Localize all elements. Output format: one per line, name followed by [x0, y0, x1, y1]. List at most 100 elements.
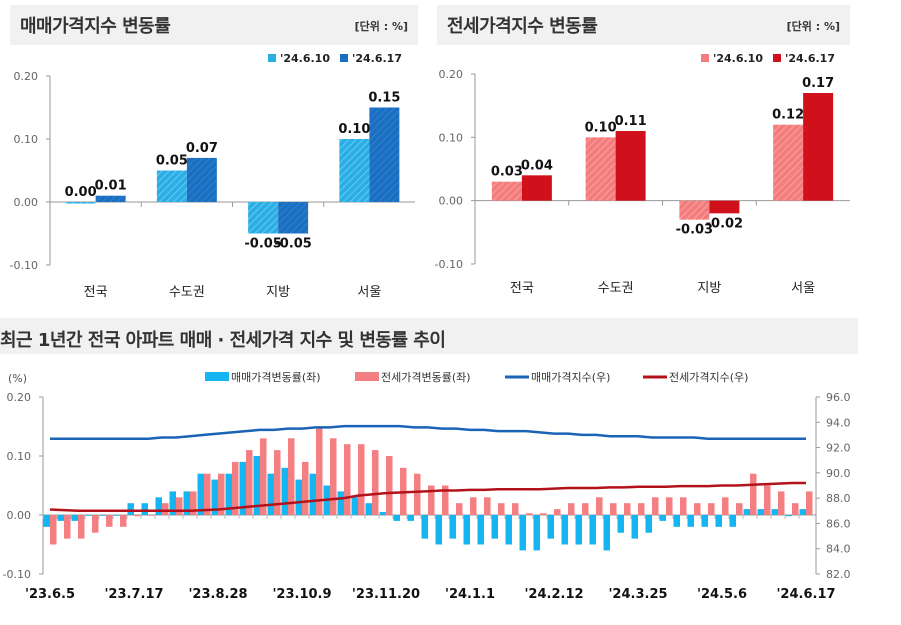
- trend-bar-jeonse-rate: [50, 515, 57, 545]
- jeonse-bar-prev: [773, 124, 804, 201]
- jeonse-bar-curr: [615, 131, 646, 201]
- trend-bar-jeonse-rate: [106, 515, 113, 527]
- sale-data-label: 0.05: [156, 154, 188, 169]
- jeonse-y-tick-label: -0.10: [435, 258, 463, 271]
- trend-bar-jeonse-rate: [778, 491, 785, 515]
- trend-legend-label: 전세가격변동률(좌): [381, 371, 471, 384]
- jeonse-bar-prev: [491, 181, 522, 201]
- jeonse-legend-label: '24.6.17: [785, 52, 835, 65]
- trend-bar-jeonse-rate: [708, 503, 715, 515]
- jeonse-y-tick-label: 0.00: [439, 195, 464, 208]
- trend-bar-jeonse-rate: [498, 503, 505, 515]
- trend-bar-sale-rate: [687, 515, 694, 527]
- trend-legend-swatch: [205, 372, 229, 381]
- trend-bar-sale-rate: [225, 473, 232, 515]
- trend-right-tick-label: 96.0: [826, 391, 851, 404]
- trend-bar-jeonse-rate: [680, 497, 687, 515]
- sale-category-label: 지방: [266, 285, 290, 300]
- trend-x-tick-label: '24.1.1: [445, 587, 495, 602]
- trend-bar-sale-rate: [379, 512, 386, 515]
- trend-bar-jeonse-rate: [666, 497, 673, 515]
- sale-data-label: 0.00: [65, 185, 97, 200]
- jeonse-bar-curr: [521, 175, 552, 201]
- trend-bar-jeonse-rate: [484, 497, 491, 515]
- trend-line-sale-index: [50, 424, 806, 440]
- trend-bar-jeonse-rate: [148, 515, 155, 516]
- sale-category-label: 수도권: [169, 285, 205, 300]
- sale-data-label: 0.15: [368, 91, 400, 106]
- trend-bar-sale-rate: [309, 473, 316, 515]
- jeonse-bar-prev: [585, 137, 616, 201]
- jeonse-data-label: 0.04: [521, 158, 553, 173]
- trend-left-tick-label: 0.00: [7, 509, 32, 522]
- trend-bar-jeonse-rate: [204, 473, 211, 515]
- trend-bar-sale-rate: [169, 491, 176, 515]
- trend-bar-sale-rate: [71, 515, 78, 521]
- trend-bar-jeonse-rate: [638, 503, 645, 515]
- trend-x-tick-label: '24.6.17: [776, 587, 835, 602]
- trend-bar-sale-rate: [239, 461, 246, 515]
- trend-bar-sale-rate: [197, 473, 204, 515]
- trend-bar-sale-rate: [757, 509, 764, 515]
- trend-bar-jeonse-rate: [78, 515, 85, 539]
- trend-legend-label: 매매가격변동률(좌): [231, 371, 321, 384]
- sale-bar-prev: [156, 170, 187, 202]
- trend-left-tick-label: 0.10: [7, 450, 32, 463]
- trend-bar-sale-rate: [771, 509, 778, 515]
- trend-bar-jeonse-rate: [722, 497, 729, 515]
- trend-x-tick-label: '23.10.9: [272, 587, 331, 602]
- sale-legend-label: '24.6.17: [352, 52, 402, 65]
- trend-bar-jeonse-rate: [526, 513, 533, 515]
- trend-bar-sale-rate: [365, 503, 372, 515]
- trend-bar-jeonse-rate: [470, 497, 477, 515]
- jeonse-data-label: 0.11: [615, 114, 647, 129]
- sale-category-label: 전국: [84, 285, 108, 300]
- trend-bar-sale-rate: [449, 515, 456, 539]
- trend-bar-jeonse-rate: [442, 485, 449, 515]
- trend-left-tick-label: -0.10: [3, 568, 31, 581]
- trend-bar-jeonse-rate: [134, 515, 141, 517]
- trend-x-tick-label: '23.6.5: [25, 587, 75, 602]
- trend-bar-jeonse-rate: [792, 503, 799, 515]
- trend-bar-sale-rate: [673, 515, 680, 527]
- sale-data-label: 0.07: [186, 141, 218, 156]
- jeonse-category-label: 수도권: [598, 281, 634, 296]
- trend-bar-sale-rate: [785, 515, 792, 517]
- trend-bar-sale-rate: [155, 497, 162, 515]
- trend-bar-sale-rate: [519, 515, 526, 551]
- trend-bar-jeonse-rate: [764, 485, 771, 515]
- trend-right-tick-label: 86.0: [826, 517, 851, 530]
- trend-bar-sale-rate: [85, 515, 92, 516]
- trend-bar-jeonse-rate: [554, 509, 561, 515]
- trend-bar-sale-rate: [351, 497, 358, 515]
- trend-right-tick-label: 82.0: [826, 568, 851, 581]
- trend-bar-jeonse-rate: [190, 491, 197, 515]
- sale-y-tick-label: -0.10: [10, 259, 38, 272]
- trend-right-tick-label: 84.0: [826, 543, 851, 556]
- trend-bar-jeonse-rate: [736, 503, 743, 515]
- trend-bar-jeonse-rate: [302, 461, 309, 515]
- trend-bar-jeonse-rate: [358, 444, 365, 515]
- sale-bar-curr: [186, 157, 217, 202]
- jeonse-data-label: 0.12: [772, 108, 804, 123]
- trend-bar-sale-rate: [141, 503, 148, 515]
- sale-panel-header: 매매가격지수 변동률 [단위 : %]: [10, 5, 418, 45]
- trend-bar-sale-rate: [645, 515, 652, 533]
- jeonse-unit-label: [단위 : %]: [786, 20, 840, 33]
- jeonse-data-label: 0.10: [585, 120, 617, 135]
- trend-bar-jeonse-rate: [316, 426, 323, 515]
- jeonse-category-label: 서울: [791, 281, 815, 296]
- trend-bar-sale-rate: [183, 491, 190, 515]
- trend-bar-jeonse-rate: [344, 444, 351, 515]
- trend-bar-sale-rate: [43, 515, 50, 527]
- jeonse-category-label: 지방: [697, 281, 721, 296]
- trend-bar-jeonse-rate: [568, 503, 575, 515]
- trend-bar-sale-rate: [729, 515, 736, 527]
- trend-bar-jeonse-rate: [694, 503, 701, 515]
- trend-bar-jeonse-rate: [652, 497, 659, 515]
- jeonse-data-label: -0.03: [676, 223, 713, 238]
- sale-bar-curr: [369, 107, 400, 202]
- trend-legend-label: 매매가격지수(우): [531, 371, 610, 384]
